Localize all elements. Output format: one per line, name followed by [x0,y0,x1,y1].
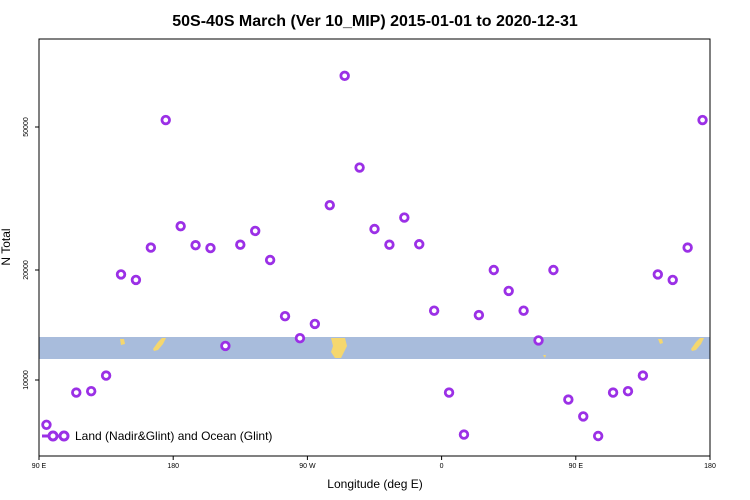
data-point [145,242,157,253]
data-point [458,429,470,440]
land-shapes [120,338,704,358]
data-point [71,387,82,398]
data-point [324,199,335,211]
data-point [652,269,664,280]
land-shape [658,339,663,344]
x-tick-label: 180 [704,463,716,470]
data-point [548,264,559,276]
land-shape [153,338,166,351]
land-band [39,337,710,359]
land-shape [120,339,125,345]
y-axis-label: N Total [0,228,13,265]
legend: Land (Nadir&Glint) and Ocean (Glint) [42,429,272,443]
data-point [264,254,276,266]
plot-frame [38,38,711,457]
data-point [682,242,693,253]
data-point [175,220,186,232]
x-tick-label: 90 E [569,463,584,470]
data-point [399,212,410,223]
data-point [622,386,634,397]
land-shape [331,338,347,358]
legend-marker [58,430,70,442]
data-points [41,70,708,442]
data-point [488,264,499,276]
x-axis-label: Longitude (deg E) [327,477,422,491]
x-tick-label: 180 [167,463,179,470]
data-point [592,430,604,442]
data-point [607,387,619,398]
y-tick-label: 50000 [23,117,30,137]
data-point [518,305,529,316]
land-shape [691,338,704,351]
data-point [100,370,112,381]
data-point [160,114,171,126]
data-point [503,285,514,297]
data-point [250,225,261,237]
data-point [294,333,306,344]
x-tick-label: 90 E [32,463,47,470]
data-point [354,162,365,173]
data-point [235,239,246,250]
y-tick-label: 10000 [23,370,30,390]
data-point [220,340,231,352]
data-point [667,274,678,286]
land-band-fill [39,337,710,359]
y-tick-label: 20000 [23,260,30,280]
chart-title: 50S-40S March (Ver 10_MIP) 2015-01-01 to… [172,13,578,30]
data-point [414,239,425,250]
data-point [369,223,380,235]
data-point [190,240,201,251]
data-point [384,239,395,250]
data-point [443,387,455,398]
data-point [339,70,350,82]
data-point [309,318,321,330]
data-point [115,269,127,280]
data-point [533,335,544,346]
data-point [279,311,291,322]
data-point [578,411,589,422]
data-point [637,370,649,381]
legend-label: Land (Nadir&Glint) and Ocean (Glint) [75,429,272,443]
data-point [205,242,216,254]
axis-ticks: 90 E 180 90 W 0 90 E 180 10000 20000 50000 [23,117,716,470]
x-tick-label: 90 W [299,463,316,470]
data-point [697,114,708,126]
data-point [428,305,440,316]
legend-marker [47,430,59,442]
data-point [473,309,485,321]
data-point [85,386,97,397]
data-point [130,274,142,286]
data-point [41,419,52,430]
data-point [563,394,574,405]
land-shape [543,355,546,358]
x-tick-label: 0 [440,463,444,470]
